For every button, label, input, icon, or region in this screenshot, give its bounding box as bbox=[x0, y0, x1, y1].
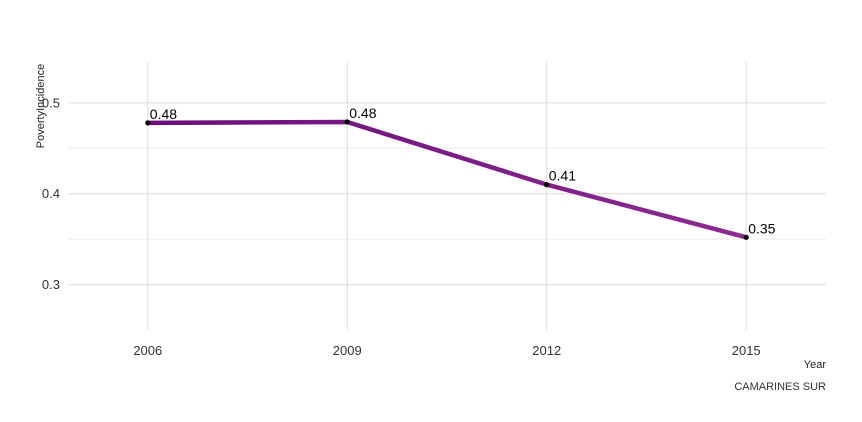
axes: PovertyIncidence Year CAMARINES SUR 0.3 0… bbox=[35, 64, 826, 393]
data-point bbox=[145, 120, 151, 126]
chart-caption: CAMARINES SUR bbox=[734, 381, 826, 393]
data-labels-layer: 0.48 0.48 0.41 0.35 bbox=[150, 105, 776, 236]
x-axis-title: Year bbox=[804, 359, 827, 371]
data-point bbox=[544, 182, 550, 188]
x-tick-label: 2006 bbox=[133, 343, 162, 358]
y-tick-label: 0.3 bbox=[42, 277, 60, 292]
points-layer bbox=[145, 119, 749, 240]
y-tick-label: 0.4 bbox=[42, 186, 60, 201]
series-layer bbox=[145, 119, 749, 240]
data-label: 0.48 bbox=[150, 106, 177, 122]
grid bbox=[68, 62, 826, 330]
series-line bbox=[145, 119, 749, 240]
data-label: 0.41 bbox=[549, 168, 576, 184]
data-label: 0.48 bbox=[349, 105, 376, 121]
x-tick-label: 2012 bbox=[532, 343, 561, 358]
x-tick-label: 2009 bbox=[333, 343, 362, 358]
x-tick-label: 2015 bbox=[732, 343, 761, 358]
data-label: 0.35 bbox=[748, 220, 775, 236]
y-tick-label: 0.5 bbox=[42, 95, 60, 110]
y-axis-title: PovertyIncidence bbox=[35, 64, 47, 148]
data-point bbox=[743, 234, 749, 240]
data-point bbox=[344, 119, 350, 125]
